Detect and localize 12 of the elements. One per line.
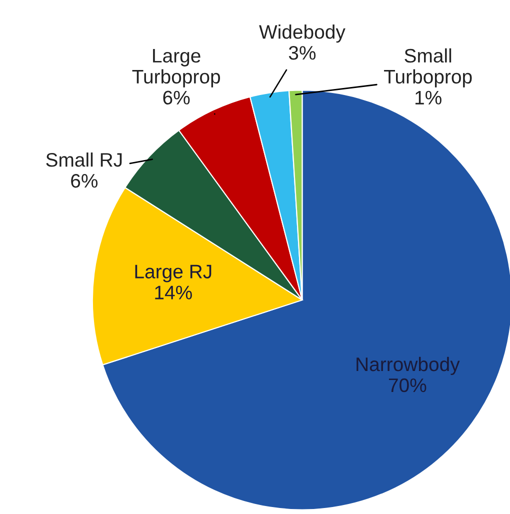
data-label: 6%	[163, 90, 190, 105]
slice-label: Small Turboprop	[384, 48, 472, 88]
slice-label: Large RJ	[135, 264, 212, 282]
data-label: 6%	[71, 174, 98, 188]
slice-label: Narrowbody	[356, 356, 460, 376]
data-label: 14%	[155, 286, 192, 300]
data-label: 70%	[388, 378, 426, 392]
data-label: 3%	[288, 46, 316, 60]
data-label: 1%	[416, 90, 442, 104]
slice-label: Large Turboprop	[132, 49, 220, 88]
slice-label: Widebody	[259, 24, 346, 43]
slice-label: Small RJ	[46, 152, 122, 167]
